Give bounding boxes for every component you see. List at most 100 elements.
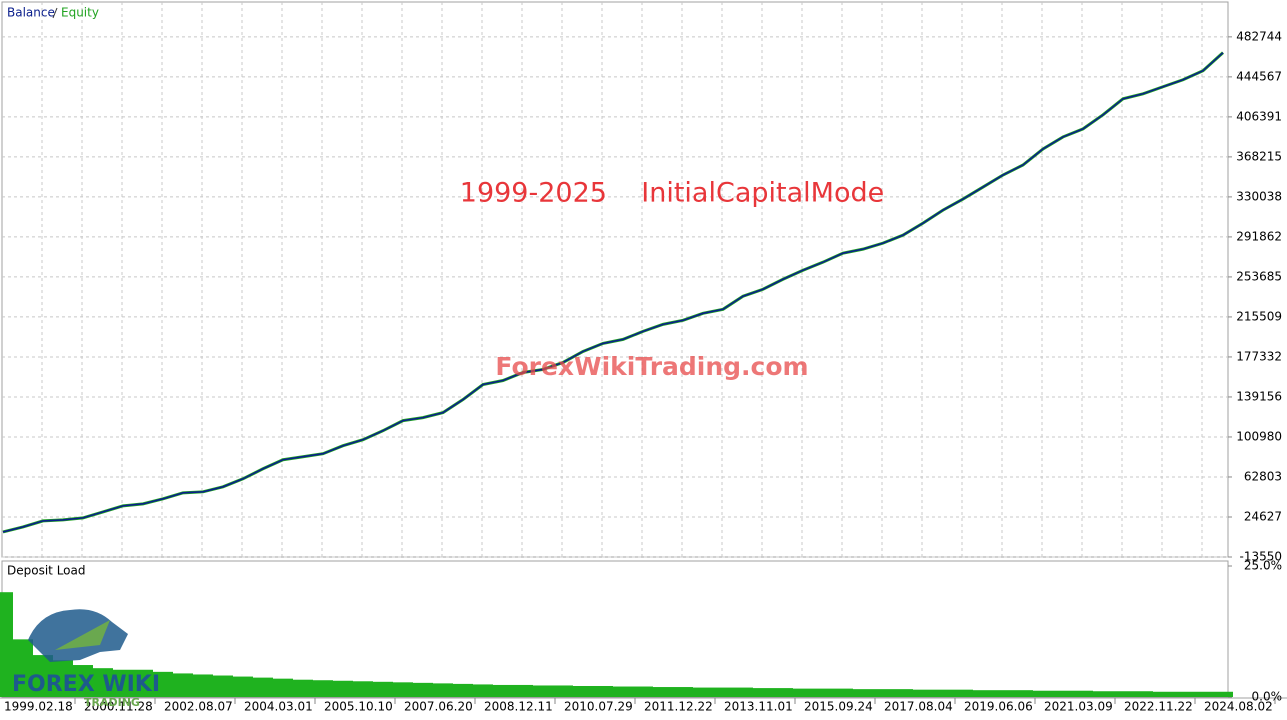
load-bar [653, 687, 673, 697]
y-tick-label: 368215 [1236, 149, 1282, 163]
main-panel [1, 1, 1229, 558]
load-bar [493, 684, 513, 697]
load-bar [313, 680, 333, 697]
load-bar [713, 687, 733, 697]
logo-shape [28, 609, 128, 662]
load-bar [553, 685, 573, 697]
x-tick-label: 1999.02.18 [4, 700, 73, 714]
y-tick-label: 444567 [1236, 69, 1282, 83]
x-tick-label: 2017.08.04 [884, 700, 953, 714]
y-tick-label: 100980 [1236, 429, 1282, 443]
load-bar [253, 677, 273, 697]
x-tick-label: 2013.11.01 [724, 700, 793, 714]
load-bar [93, 668, 113, 697]
x-tick-label: 2005.10.10 [324, 700, 393, 714]
y-tick-label: 24627 [1244, 509, 1282, 523]
x-tick-label: 2002.08.07 [164, 700, 233, 714]
y-tick-label: 215509 [1236, 309, 1282, 323]
y-tick-label: 406391 [1236, 109, 1282, 123]
load-bar [373, 681, 393, 697]
load-bar [1133, 691, 1153, 697]
logo-arrow [55, 620, 110, 650]
load-bar [813, 688, 833, 697]
load-bar [1153, 691, 1173, 697]
load-bar [673, 687, 693, 697]
x-tick-label: 2000.11.28 [84, 700, 153, 714]
load-bar [213, 675, 233, 697]
y-tick-label: 62803 [1244, 469, 1282, 483]
logo-subtext: TRADING [84, 696, 140, 709]
load-bar [1073, 690, 1093, 697]
load-bar [933, 689, 953, 697]
load-bar [733, 687, 753, 697]
load-bar [633, 686, 653, 697]
x-tick-label: 2011.12.22 [644, 700, 713, 714]
load-bar [893, 689, 913, 697]
watermark: ForexWikiTrading.com [495, 352, 808, 381]
load-bar [433, 683, 453, 697]
balance-line [2, 52, 1224, 533]
load-bar [953, 689, 973, 697]
x-tick-label: 2022.11.22 [1124, 700, 1193, 714]
load-bar [133, 669, 153, 697]
logo-text: FOREX WIKI [12, 672, 160, 697]
load-bar [353, 681, 373, 697]
load-bar [793, 688, 813, 697]
y-tick-label: 291862 [1236, 229, 1282, 243]
load-bar [293, 679, 313, 697]
load-bar [153, 671, 173, 697]
load-bar [13, 639, 33, 697]
y-tick-label: 139156 [1236, 389, 1282, 403]
y-tick-label: 0.0% [1252, 690, 1283, 704]
load-bar [573, 685, 593, 697]
load-bar [233, 676, 253, 697]
y-tick-label: -13550 [1239, 550, 1282, 564]
load-bar [333, 680, 353, 697]
x-tick-label: 2007.06.20 [404, 700, 473, 714]
load-bar [113, 669, 133, 697]
load-bar [1173, 691, 1193, 697]
load-bar [1013, 690, 1033, 697]
load-bar [1053, 690, 1073, 697]
load-bar [773, 688, 793, 697]
y-tick-label: 482744 [1236, 29, 1282, 43]
x-tick-label: 2019.06.06 [964, 700, 1033, 714]
y-tick-label: 25.0% [1244, 559, 1282, 573]
x-tick-label: 2008.12.11 [484, 700, 553, 714]
legend-equity: Equity [61, 6, 99, 20]
load-bar [913, 689, 933, 697]
x-tick-label: 2024.08.02 [1204, 700, 1273, 714]
load-bar [453, 683, 473, 697]
load-bar [593, 685, 613, 697]
panel-title: Deposit Load [7, 564, 85, 578]
marks [0, 51, 1233, 697]
load-bar [1113, 691, 1133, 697]
load-bar [273, 678, 293, 697]
load-bar [693, 687, 713, 697]
legend-separator [52, 7, 58, 19]
y-tick-label: 177332 [1236, 349, 1282, 363]
legend-balance: Balance [7, 6, 55, 20]
y-tick-label: 330038 [1236, 189, 1282, 203]
labels: -13550 24627 62803 100980 139156 177332 215509… [4, 29, 1282, 713]
load-bar [473, 684, 493, 697]
x-tick-label: 2004.03.01 [244, 700, 313, 714]
load-bar [1213, 691, 1233, 697]
load-bar [1093, 691, 1113, 697]
load-bar [753, 688, 773, 697]
load-bar [1193, 691, 1213, 697]
load-bar [533, 685, 553, 697]
load-bar [393, 682, 413, 697]
x-tick-label: 2021.03.09 [1044, 700, 1113, 714]
load-bar [613, 686, 633, 697]
annotation: 1999-2025 InitialCapitalMode [460, 178, 884, 209]
load-bar [413, 682, 433, 697]
load-bar [513, 684, 533, 697]
load-bar [193, 674, 213, 697]
load-bar [173, 673, 193, 697]
load-bar [853, 689, 873, 697]
load-bar [33, 655, 53, 697]
load-bar [973, 690, 993, 697]
x-tick-label: 2015.09.24 [804, 700, 873, 714]
